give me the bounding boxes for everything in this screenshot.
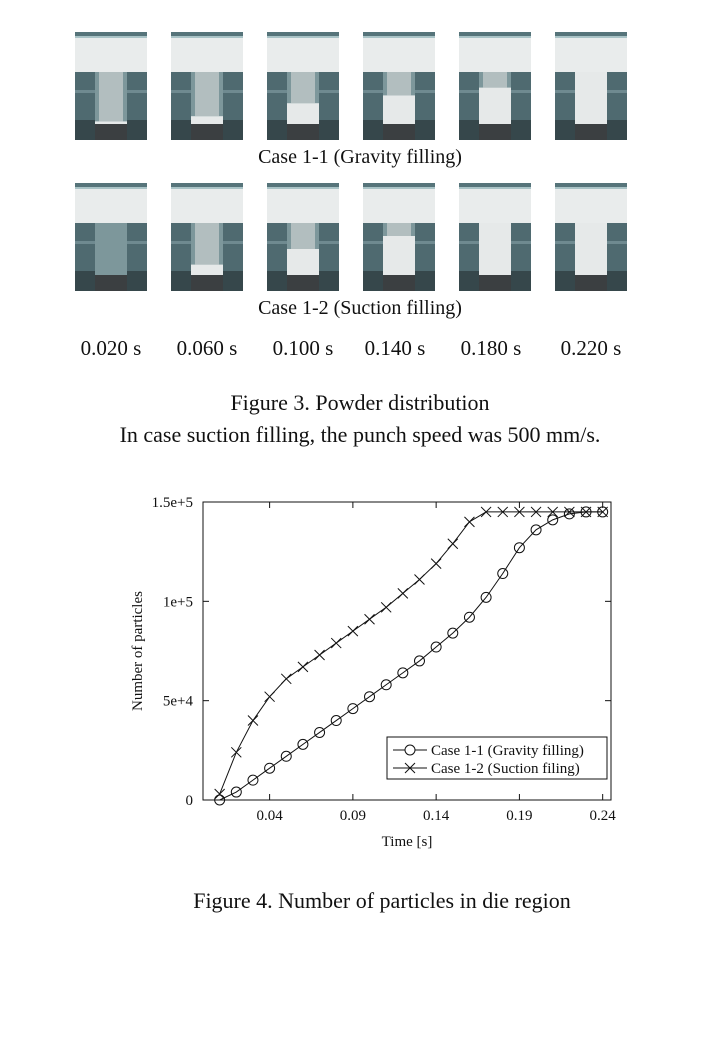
data-point-gravity	[347, 703, 359, 715]
data-point-suction	[297, 661, 309, 673]
data-point-gravity	[314, 726, 326, 738]
data-point-gravity	[597, 506, 609, 518]
data-point-suction	[264, 691, 275, 703]
data-point-suction	[397, 588, 409, 599]
data-point-gravity	[530, 524, 542, 536]
data-point-suction	[597, 506, 609, 518]
data-point-suction	[497, 506, 509, 518]
legend-label-gravity: Case 1-1 (Gravity filling)	[431, 743, 584, 759]
data-point-gravity	[230, 786, 242, 798]
figure3-row-gravity	[0, 32, 720, 140]
simulation-frame	[267, 32, 339, 140]
simulation-frame	[75, 183, 147, 291]
simulation-frame	[555, 183, 627, 291]
series-markers	[214, 506, 609, 806]
y-tick-label: 0	[186, 793, 194, 809]
figure3-subcaption: In case suction filling, the punch speed…	[119, 422, 601, 447]
row-label-gravity: Case 1-1 (Gravity filling)	[258, 146, 462, 168]
data-point-suction	[380, 601, 392, 613]
data-point-gravity	[264, 762, 276, 774]
data-point-gravity	[430, 641, 442, 653]
data-point-gravity	[447, 627, 459, 639]
simulation-frame	[459, 32, 531, 140]
series-line-gravity	[219, 511, 603, 801]
data-point-gravity	[563, 508, 575, 520]
data-point-gravity	[497, 568, 509, 580]
data-point-suction	[247, 715, 259, 726]
y-tick-label: 1e+5	[163, 594, 193, 610]
simulation-frame	[555, 32, 627, 140]
data-point-suction	[347, 625, 359, 637]
legend-label-suction: Case 1-2 (Suction filing)	[431, 761, 580, 777]
legend-circle-marker	[404, 744, 416, 756]
data-point-gravity	[297, 738, 309, 750]
simulation-frame	[267, 183, 339, 291]
data-point-suction	[430, 558, 442, 569]
figure3-caption: Figure 3. Powder distribution	[230, 390, 490, 415]
row-label-suction: Case 1-2 (Suction filling)	[258, 297, 462, 319]
data-point-gravity	[513, 542, 525, 554]
x-tick-label: 0.09	[340, 808, 366, 824]
simulation-frame	[171, 183, 243, 291]
data-point-gravity	[380, 679, 392, 691]
simulation-frame	[75, 32, 147, 140]
data-point-gravity	[364, 691, 376, 703]
data-point-suction	[280, 673, 292, 685]
data-point-suction	[314, 649, 325, 661]
x-tick-label: 0.19	[506, 808, 532, 824]
x-axis-label: Time [s]	[382, 834, 433, 850]
data-point-suction	[530, 506, 542, 518]
data-point-suction	[580, 506, 592, 518]
data-point-gravity	[413, 655, 425, 667]
data-point-suction	[564, 506, 575, 518]
y-tick-label: 1.5e+5	[152, 495, 193, 511]
time-label: 0.020 s	[80, 336, 142, 360]
simulation-frame	[363, 183, 435, 291]
particle-count-chart: 0.04 0.09 0.14 0.19 0.24 0 5e+4 1e+5 1.5e+5 Time…	[130, 495, 617, 850]
data-point-suction	[480, 506, 492, 518]
data-point-suction	[364, 613, 375, 625]
data-point-suction	[414, 574, 425, 585]
data-point-gravity	[547, 514, 559, 526]
data-point-gravity	[214, 794, 226, 806]
data-point-gravity	[480, 591, 492, 603]
data-point-gravity	[280, 750, 292, 762]
time-label: 0.220 s	[560, 336, 622, 360]
data-point-suction	[330, 637, 342, 649]
data-point-suction	[230, 746, 242, 758]
figure3-row-suction	[0, 183, 720, 291]
plot-frame	[202, 501, 612, 801]
time-label: 0.060 s	[176, 336, 238, 360]
data-point-suction	[464, 516, 475, 528]
simulation-frame	[363, 32, 435, 140]
data-point-gravity	[330, 715, 342, 727]
legend-x-marker	[404, 762, 416, 774]
x-tick-label: 0.14	[423, 808, 450, 824]
data-point-suction	[547, 506, 559, 518]
x-tick-label: 0.24	[590, 808, 617, 824]
y-axis-label: Number of particles	[130, 591, 146, 711]
simulation-frame	[459, 183, 531, 291]
legend-box	[386, 736, 608, 780]
data-point-gravity	[397, 667, 409, 679]
data-point-suction	[214, 788, 226, 800]
time-label: 0.180 s	[460, 336, 522, 360]
data-point-gravity	[247, 774, 259, 786]
figure4-caption: Figure 4. Number of particles in die reg…	[193, 888, 571, 913]
simulation-frame	[171, 32, 243, 140]
y-tick-label: 5e+4	[163, 694, 194, 710]
data-point-gravity	[463, 611, 475, 623]
x-tick-label: 0.04	[256, 808, 283, 824]
time-label: 0.140 s	[364, 336, 426, 360]
legend: Case 1-1 (Gravity filling) Case 1-2 (Suc…	[386, 736, 608, 780]
data-point-suction	[514, 506, 525, 518]
data-point-suction	[447, 538, 459, 550]
time-label: 0.100 s	[272, 336, 334, 360]
axis-ticks: 0.04 0.09 0.14 0.19 0.24 0 5e+4 1e+5 1.5e+5	[152, 495, 617, 824]
data-point-gravity	[580, 506, 592, 518]
